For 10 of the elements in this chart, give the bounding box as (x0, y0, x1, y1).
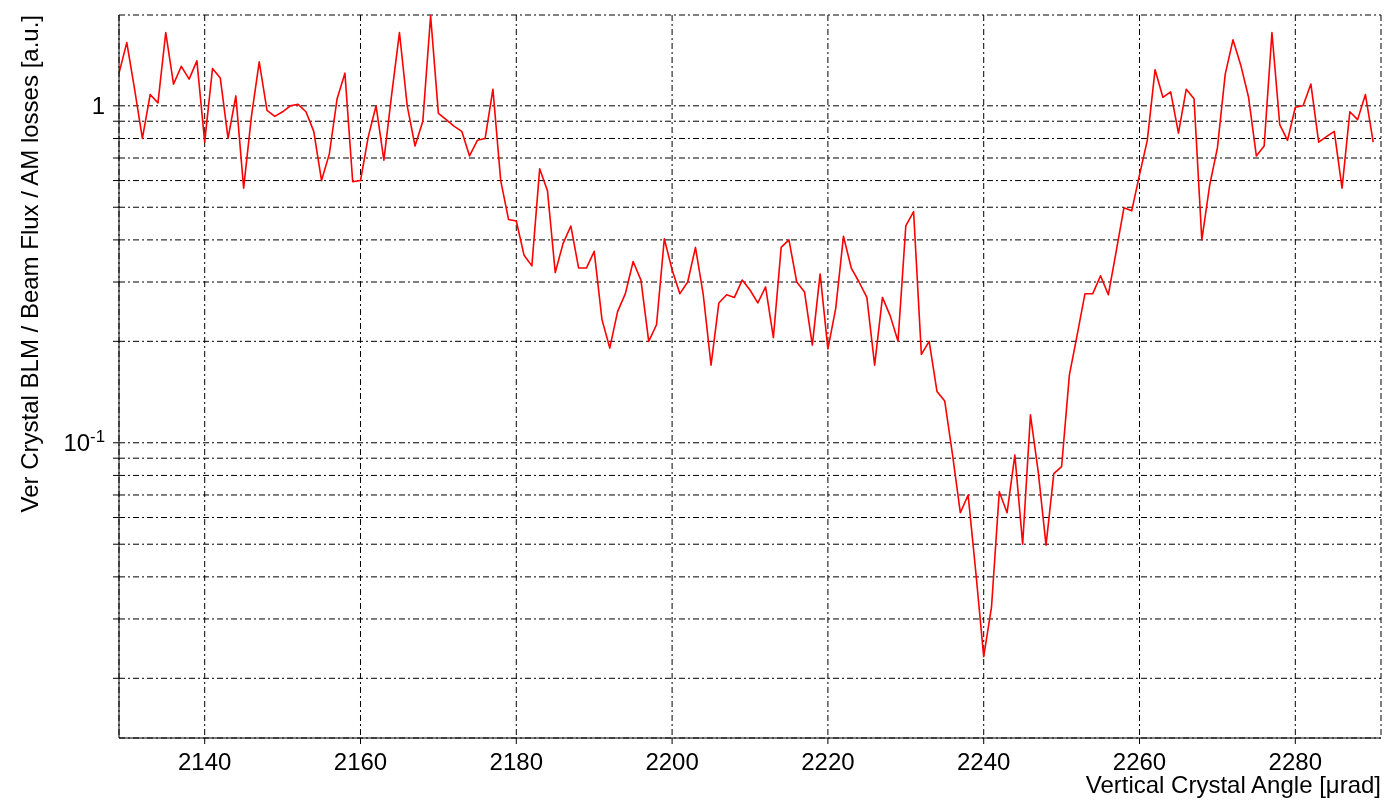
y-tick-label: 1 (91, 91, 105, 119)
y-axis-title: Ver Crystal BLM / Beam Flux / AM losses [a.u.] (16, 15, 43, 513)
x-tick-label: 2140 (178, 748, 232, 775)
x-tick-label: 2160 (333, 748, 388, 775)
y-tick-label: 10$^{-1}$ (63, 426, 105, 456)
x-tick-label: 2220 (801, 748, 855, 775)
x-tick-label: 2240 (957, 748, 1011, 775)
x-tick-label: 2200 (645, 748, 699, 775)
line-series (119, 15, 1375, 658)
x-tick-label: 2180 (489, 748, 543, 775)
